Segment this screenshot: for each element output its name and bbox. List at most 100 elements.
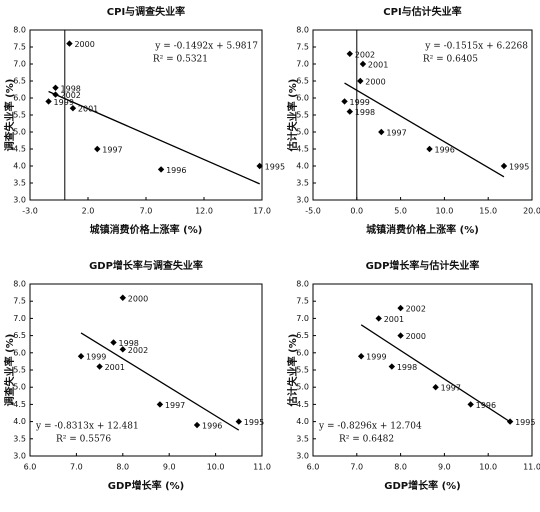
y-tick-label: 7.0 bbox=[296, 60, 309, 69]
x-tick-label: 12.0 bbox=[195, 207, 213, 216]
x-tick-label: 6.0 bbox=[24, 463, 37, 472]
y-tick-label: 6.0 bbox=[13, 94, 26, 103]
y-tick-label: 3.5 bbox=[13, 179, 26, 188]
y-tick-label: 4.5 bbox=[13, 400, 26, 409]
x-tick-label: 8.0 bbox=[394, 463, 407, 472]
y-tick-label: 4.5 bbox=[13, 145, 26, 154]
point bbox=[346, 50, 353, 57]
y-tick-label: 6.5 bbox=[13, 77, 26, 86]
point-label: 2001 bbox=[384, 315, 404, 324]
point bbox=[156, 401, 164, 408]
x-tick-label: 7.0 bbox=[350, 463, 363, 472]
point bbox=[397, 304, 404, 312]
x-axis-title: GDP增长率 (%) bbox=[108, 479, 184, 492]
y-tick-label: 5.5 bbox=[296, 111, 309, 120]
x-tick-label: 10.0 bbox=[435, 207, 453, 216]
x-tick-label: 20.0 bbox=[523, 207, 540, 216]
y-tick-label: 7.0 bbox=[13, 60, 26, 69]
point bbox=[235, 418, 242, 425]
y-axis-title: 调查失业率 (%) bbox=[3, 334, 16, 407]
y-tick-label: 3.0 bbox=[13, 452, 26, 461]
y-tick-label: 3.0 bbox=[296, 452, 309, 461]
point-label: 1996 bbox=[166, 166, 186, 175]
x-tick-label: 9.0 bbox=[163, 463, 176, 472]
y-tick-label: 3.5 bbox=[296, 434, 309, 443]
point-label: 1995 bbox=[265, 163, 285, 172]
x-tick-label: 2.0 bbox=[82, 207, 95, 216]
point-label: 1999 bbox=[54, 98, 74, 107]
point-label: 2001 bbox=[368, 61, 388, 70]
point bbox=[110, 339, 117, 346]
x-tick-label: 5.0 bbox=[394, 207, 407, 216]
y-tick-label: 8.0 bbox=[296, 26, 309, 35]
point bbox=[500, 162, 508, 170]
x-tick-label: 11.0 bbox=[253, 463, 271, 472]
point bbox=[96, 363, 103, 370]
x-axis-title: 城镇消费价格上涨率 (%) bbox=[366, 223, 479, 236]
point bbox=[45, 98, 52, 105]
point-label: 1998 bbox=[355, 108, 375, 117]
point-label: 2001 bbox=[105, 363, 125, 372]
point-label: 1996 bbox=[476, 401, 496, 410]
y-tick-label: 6.5 bbox=[296, 77, 309, 86]
point bbox=[397, 332, 404, 339]
y-tick-label: 4.5 bbox=[296, 145, 309, 154]
point-label: 1999 bbox=[86, 353, 106, 362]
y-tick-label: 5.5 bbox=[296, 366, 309, 375]
y-tick-label: 4.0 bbox=[296, 162, 309, 171]
y-tick-label: 8.0 bbox=[13, 280, 26, 289]
point bbox=[94, 145, 101, 153]
y-tick-label: 6.0 bbox=[13, 348, 26, 357]
y-tick-label: 7.5 bbox=[296, 43, 309, 52]
y-tick-label: 6.5 bbox=[13, 331, 26, 340]
point bbox=[69, 105, 77, 112]
y-tick-label: 5.5 bbox=[13, 111, 26, 120]
point-label: 1995 bbox=[509, 163, 529, 172]
point bbox=[506, 418, 514, 425]
x-tick-label: 6.0 bbox=[307, 463, 320, 472]
point-label: 1998 bbox=[119, 339, 139, 348]
y-tick-label: 5.5 bbox=[13, 366, 26, 375]
y-tick-label: 4.0 bbox=[13, 162, 26, 171]
y-tick-label: 7.5 bbox=[13, 43, 26, 52]
point-label: 1997 bbox=[165, 401, 185, 410]
x-tick-label: 17.0 bbox=[253, 207, 271, 216]
y-tick-label: 3.5 bbox=[13, 434, 26, 443]
point bbox=[193, 421, 201, 429]
x-tick-label: -5.0 bbox=[305, 207, 321, 216]
chart-title: CPI与调查失业率 bbox=[107, 5, 185, 18]
y-tick-label: 6.5 bbox=[296, 331, 309, 340]
point bbox=[77, 353, 85, 360]
y-tick-label: 5.0 bbox=[296, 128, 309, 137]
y-tick-label: 3.0 bbox=[13, 196, 26, 205]
point-label: 1999 bbox=[350, 98, 370, 107]
point-label: 1998 bbox=[397, 363, 417, 372]
scatter-panel: CPI与调查失业率 3.0 3.5 4.0 4.5 5.0 5.5 6.0 6.5 7.0 7.5 8… bbox=[3, 5, 285, 236]
trend-line bbox=[344, 82, 505, 178]
point bbox=[375, 315, 382, 322]
point-label: 2002 bbox=[406, 305, 426, 314]
x-tick-label: 10.0 bbox=[207, 463, 225, 472]
point bbox=[66, 40, 73, 47]
x-tick-label: 8.0 bbox=[116, 463, 129, 472]
point bbox=[346, 108, 353, 115]
y-tick-label: 5.0 bbox=[296, 383, 309, 392]
point-label: 2002 bbox=[355, 50, 375, 59]
point bbox=[426, 145, 433, 153]
trend-equation: y = -0.8296x + 12.704 bbox=[318, 422, 422, 432]
point bbox=[341, 98, 348, 105]
point-label: 2002 bbox=[128, 346, 148, 355]
y-axis-title: 估计失业率 (%) bbox=[286, 334, 299, 408]
y-tick-label: 7.0 bbox=[296, 314, 309, 323]
y-tick-label: 6.0 bbox=[296, 94, 309, 103]
scatter-panel: GDP增长率与调查失业率 3.0 3.5 4.0 4.5 5.0 5.5 6.0 6.5 7.0 7… bbox=[3, 259, 271, 492]
chart-title: GDP增长率与估计失业率 bbox=[366, 259, 480, 272]
y-tick-label: 3.5 bbox=[296, 179, 309, 188]
x-tick-label: 11.0 bbox=[523, 463, 540, 472]
y-tick-label: 6.0 bbox=[296, 348, 309, 357]
x-tick-label: 0.0 bbox=[350, 207, 363, 216]
scatter-panel: CPI与估计失业率 3.0 3.5 4.0 4.5 5.0 5.5 6.0 6.5 7.0 7.5 8… bbox=[286, 5, 540, 236]
x-axis-title: 城镇消费价格上涨率 (%) bbox=[90, 223, 203, 236]
x-tick-label: 10.0 bbox=[479, 463, 497, 472]
